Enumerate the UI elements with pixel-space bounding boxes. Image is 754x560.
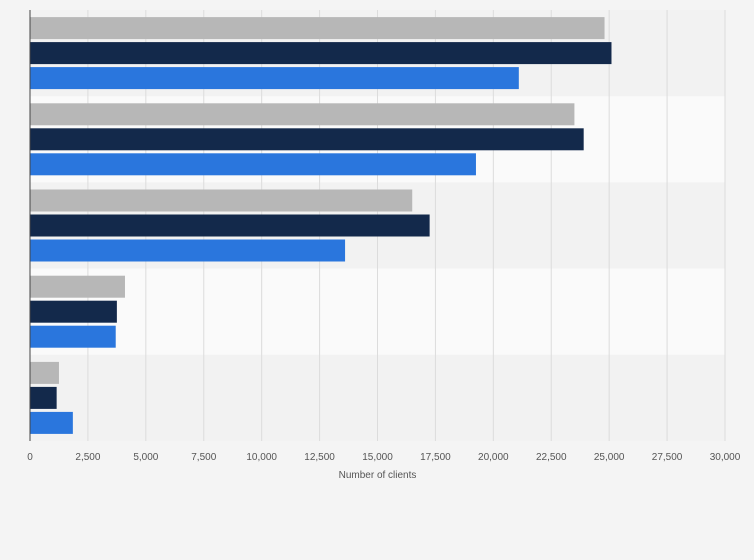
- bar: [30, 275, 125, 298]
- bar: [30, 189, 413, 212]
- bar: [30, 411, 73, 434]
- x-tick-labels: 0 2,500 5,000 7,500 10,000 12,500 15,000 17,500…: [27, 452, 741, 463]
- x-tick-label: 22,500: [536, 452, 567, 463]
- x-tick-label: 7,500: [191, 452, 216, 463]
- bars: [30, 17, 612, 434]
- bar: [30, 239, 346, 262]
- x-tick-label: 27,500: [652, 452, 683, 463]
- x-tick-label: 0: [27, 452, 33, 463]
- bar: [30, 386, 57, 409]
- x-tick-label: 10,000: [246, 452, 277, 463]
- x-tick-label: 2,500: [75, 452, 100, 463]
- bar: [30, 361, 59, 384]
- bar: [30, 153, 476, 176]
- x-axis-title: Number of clients: [339, 470, 417, 481]
- bar: [30, 128, 584, 151]
- x-tick-label: 17,500: [420, 452, 451, 463]
- bar: [30, 214, 430, 237]
- x-tick-label: 20,000: [478, 452, 509, 463]
- bar: [30, 42, 612, 65]
- bar: [30, 103, 575, 126]
- x-tick-label: 30,000: [710, 452, 741, 463]
- bar: [30, 325, 116, 348]
- bar: [30, 17, 605, 40]
- x-tick-label: 12,500: [304, 452, 335, 463]
- x-tick-label: 15,000: [362, 452, 393, 463]
- x-tick-label: 25,000: [594, 452, 625, 463]
- bar: [30, 300, 117, 323]
- x-tick-label: 5,000: [133, 452, 158, 463]
- bar: [30, 67, 519, 90]
